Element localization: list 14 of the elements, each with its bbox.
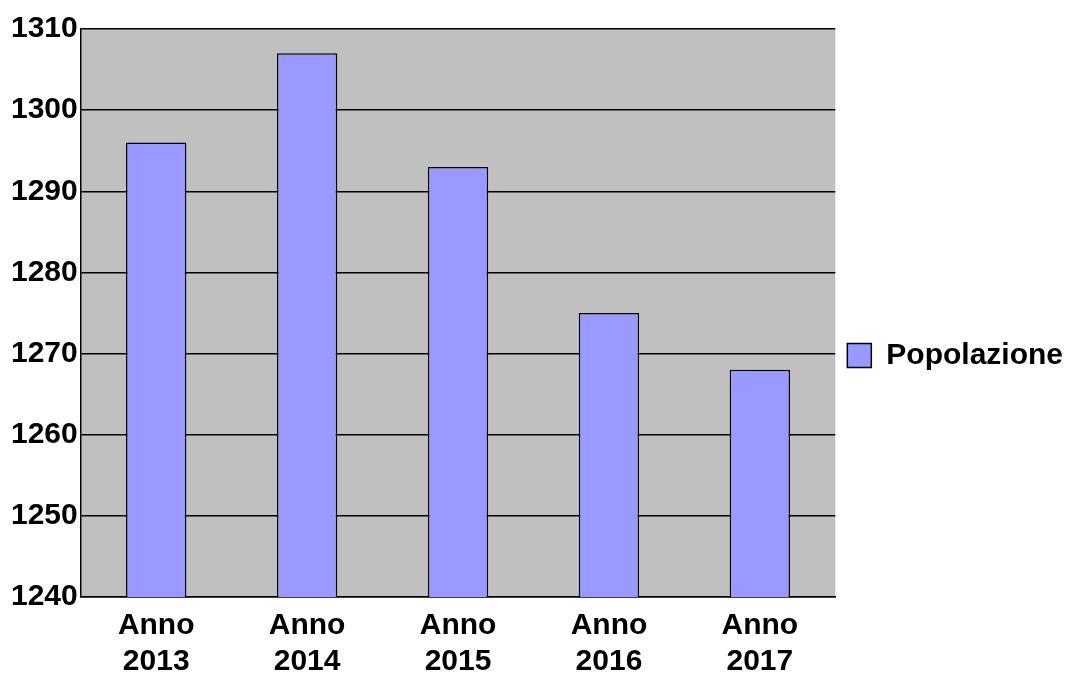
y-tick-label: 1280	[10, 253, 78, 287]
x-tick-label: Anno 2015	[419, 607, 497, 677]
x-tick-label: Anno 2016	[570, 607, 648, 677]
y-tick-label: 1270	[10, 334, 78, 368]
legend-label: Popolazione	[886, 336, 1064, 370]
y-tick-label: 1250	[10, 497, 78, 531]
x-tick-label: Anno 2017	[721, 607, 799, 677]
y-tick-label: 1260	[10, 415, 78, 449]
x-tick-label: Anno 2013	[117, 607, 195, 677]
x-tick-label: Anno 2014	[268, 607, 346, 677]
y-tick-label: 1240	[10, 578, 78, 612]
y-tick-label: 1290	[10, 172, 78, 206]
y-tick-label: 1300	[10, 91, 78, 125]
y-tick-label: 1310	[10, 10, 78, 44]
